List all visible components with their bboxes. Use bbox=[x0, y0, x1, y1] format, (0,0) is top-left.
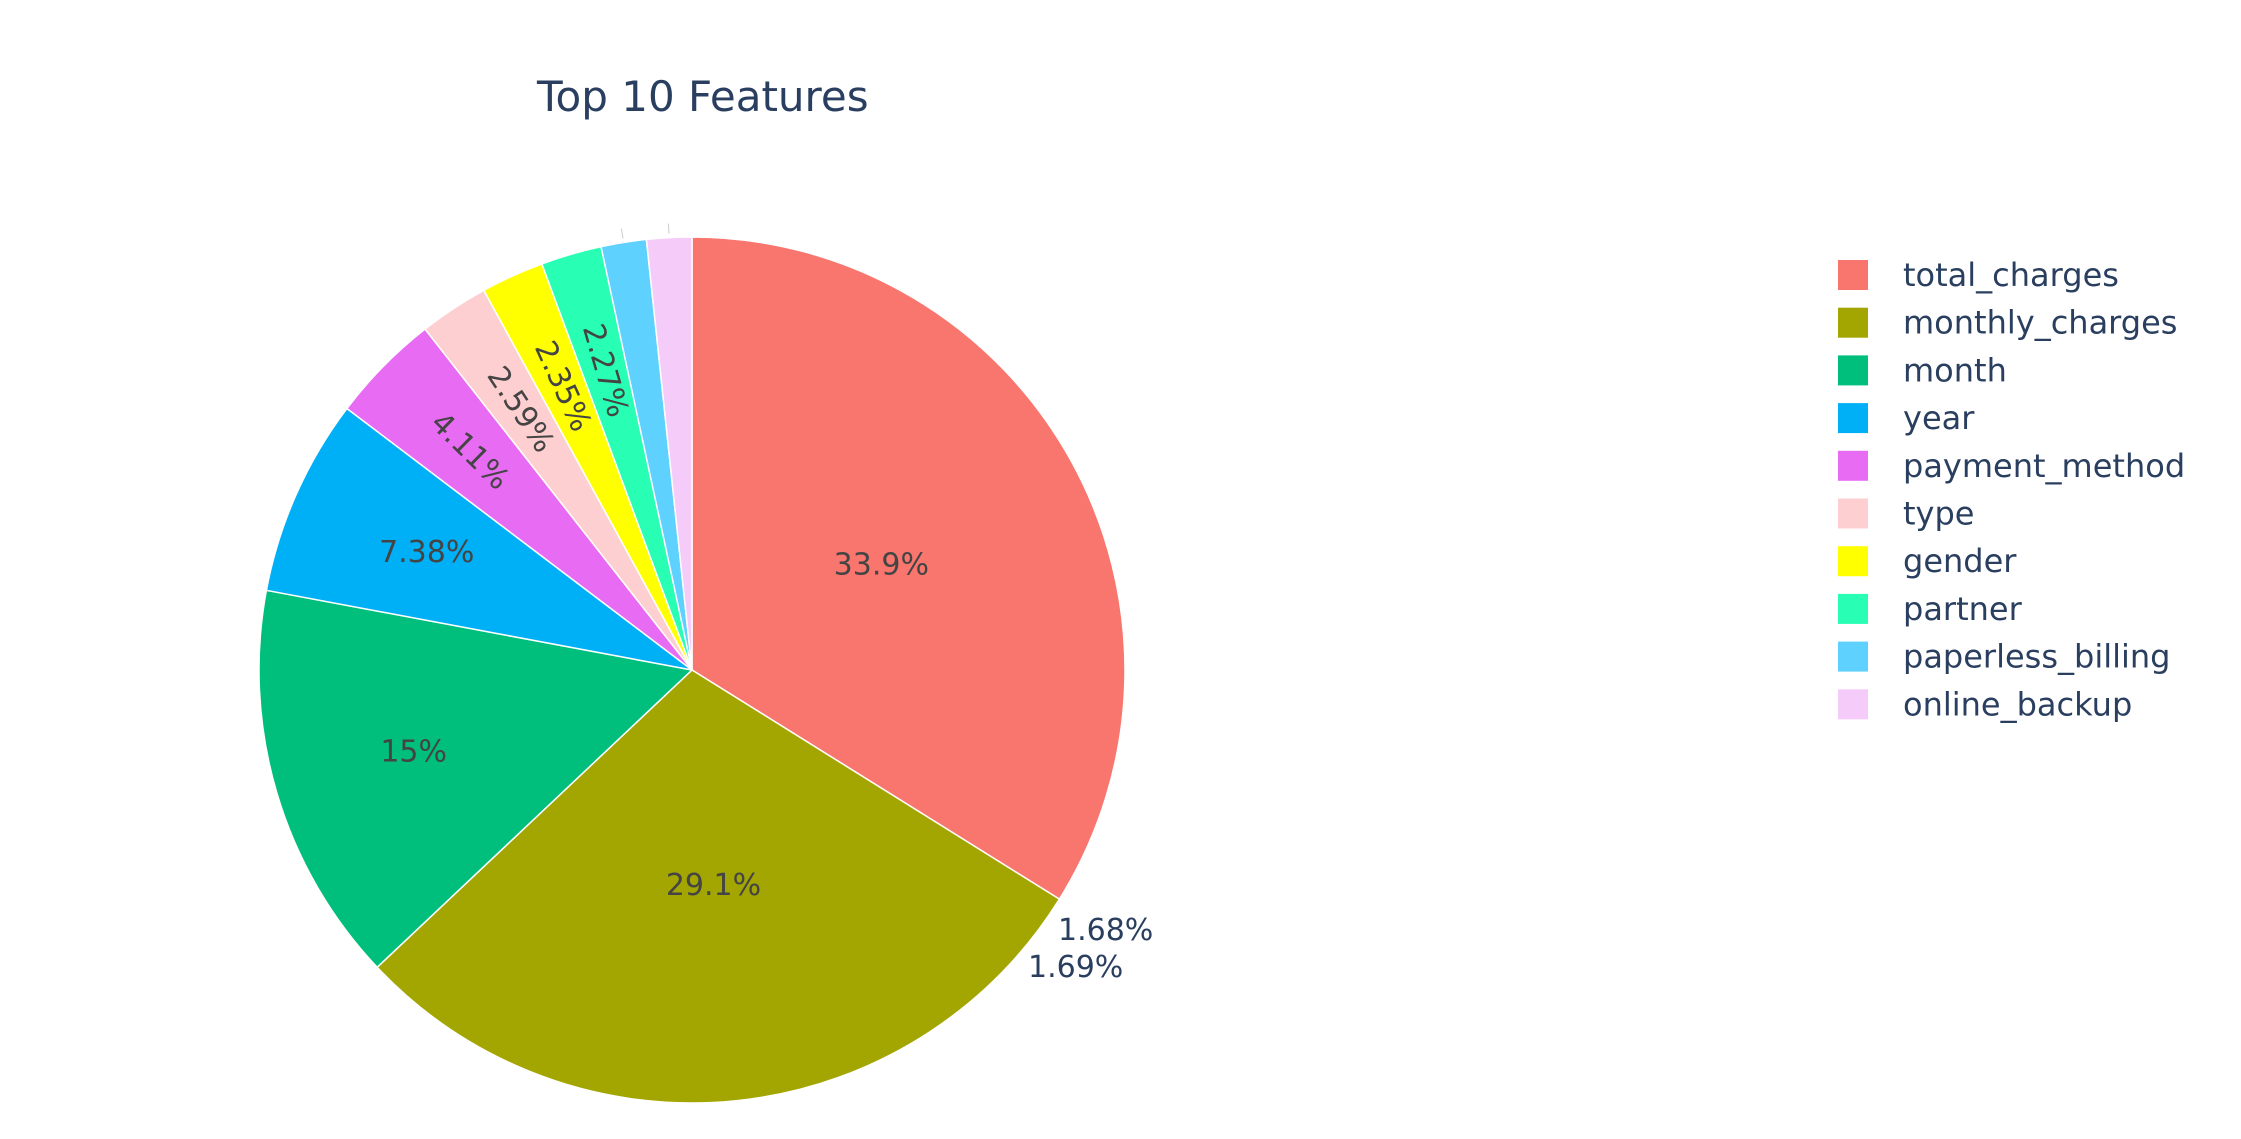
slice-label-month: 15% bbox=[380, 734, 447, 769]
slice-leader-paperless-billing bbox=[620, 228, 624, 239]
legend-item-paperless-billing[interactable]: paperless_billing bbox=[1838, 638, 2170, 676]
legend-item-partner[interactable]: partner bbox=[1838, 590, 2023, 628]
pie-slice-total-charges[interactable] bbox=[691, 236, 1126, 901]
legend-swatch bbox=[1838, 260, 1868, 290]
slice-label-monthly-charges: 29.1% bbox=[666, 868, 761, 903]
legend-label: year bbox=[1903, 399, 1975, 437]
slice-label-total-charges: 33.9% bbox=[834, 547, 929, 582]
slice-label-year: 7.38% bbox=[379, 535, 474, 570]
legend-swatch bbox=[1838, 593, 1868, 624]
legend-swatch bbox=[1838, 307, 1868, 338]
pie-slice-online-backup[interactable] bbox=[645, 236, 693, 671]
legend-label: partner bbox=[1903, 590, 2023, 628]
pie-slices bbox=[258, 236, 1126, 1104]
legend-item-type[interactable]: type bbox=[1838, 495, 1974, 533]
legend-swatch bbox=[1838, 546, 1868, 577]
legend-item-total-charges[interactable]: total_charges bbox=[1838, 256, 2119, 294]
legend-label: payment_method bbox=[1903, 447, 2185, 485]
legend-swatch bbox=[1838, 498, 1868, 529]
pie-slice-month[interactable] bbox=[258, 589, 694, 969]
chart-title: Top 10 Features bbox=[536, 72, 869, 121]
legend-label: paperless_billing bbox=[1903, 638, 2170, 676]
slice-label-paperless-billing: 1.69% bbox=[1028, 950, 1123, 985]
legend-label: gender bbox=[1903, 542, 2017, 580]
legend-label: total_charges bbox=[1903, 256, 2119, 294]
legend-swatch bbox=[1838, 641, 1868, 672]
legend-label: online_backup bbox=[1903, 685, 2132, 723]
legend-item-month[interactable]: month bbox=[1838, 351, 2007, 389]
legend-item-monthly-charges[interactable]: monthly_charges bbox=[1838, 304, 2177, 342]
legend-label: month bbox=[1903, 351, 2007, 389]
legend-item-gender[interactable]: gender bbox=[1838, 542, 2017, 580]
legend-item-payment-method[interactable]: payment_method bbox=[1838, 447, 2185, 485]
legend-swatch bbox=[1838, 689, 1868, 720]
legend-swatch bbox=[1838, 355, 1868, 386]
legend-label: type bbox=[1903, 495, 1974, 533]
legend-item-year[interactable]: year bbox=[1838, 399, 1975, 437]
pie-slice-monthly-charges[interactable] bbox=[376, 669, 1061, 1104]
slice-label-online-backup: 1.68% bbox=[1058, 913, 1153, 948]
legend-swatch bbox=[1838, 450, 1868, 481]
legend-swatch bbox=[1838, 403, 1868, 434]
legend-item-online-backup[interactable]: online_backup bbox=[1838, 685, 2132, 723]
pie-slice-year[interactable] bbox=[265, 407, 693, 671]
legend-label: monthly_charges bbox=[1903, 304, 2177, 342]
slice-leader-online-backup bbox=[667, 223, 670, 234]
